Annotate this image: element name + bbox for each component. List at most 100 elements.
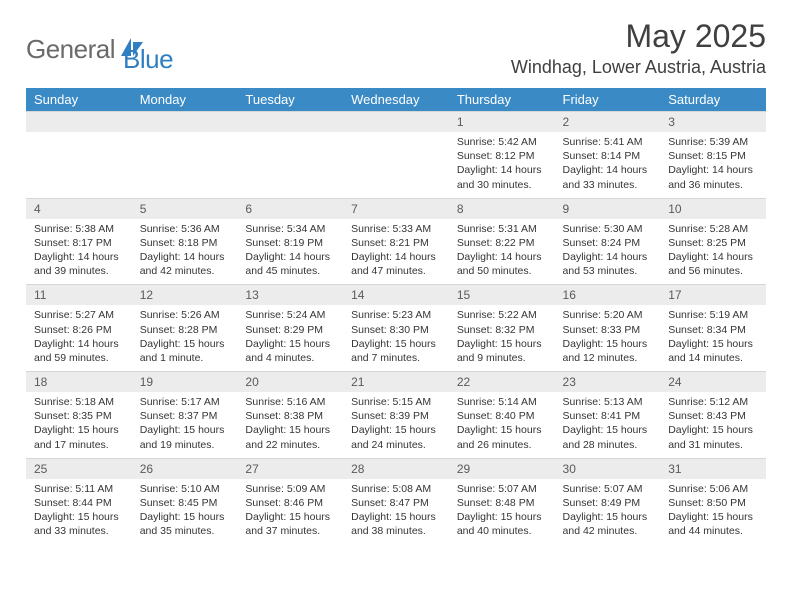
day-number-cell: 8	[449, 198, 555, 219]
day-day2-line: and 53 minutes.	[563, 264, 655, 278]
weekday-header-row: SundayMondayTuesdayWednesdayThursdayFrid…	[26, 88, 766, 112]
day-day2-line: and 30 minutes.	[457, 178, 549, 192]
day-data-cell: Sunrise: 5:17 AMSunset: 8:37 PMDaylight:…	[132, 392, 238, 458]
day-day2-line: and 45 minutes.	[245, 264, 337, 278]
day-day1-line: Daylight: 15 hours	[351, 423, 443, 437]
day-data-cell: Sunrise: 5:16 AMSunset: 8:38 PMDaylight:…	[237, 392, 343, 458]
day-day2-line: and 59 minutes.	[34, 351, 126, 365]
day-sunset-line: Sunset: 8:17 PM	[34, 236, 126, 250]
day-day1-line: Daylight: 15 hours	[457, 423, 549, 437]
day-day2-line: and 39 minutes.	[34, 264, 126, 278]
day-data-cell: Sunrise: 5:24 AMSunset: 8:29 PMDaylight:…	[237, 305, 343, 371]
day-sunrise-line: Sunrise: 5:26 AM	[140, 308, 232, 322]
day-sunset-line: Sunset: 8:35 PM	[34, 409, 126, 423]
day-data-cell: Sunrise: 5:08 AMSunset: 8:47 PMDaylight:…	[343, 479, 449, 545]
day-day2-line: and 33 minutes.	[34, 524, 126, 538]
day-data-cell	[237, 132, 343, 198]
day-sunset-line: Sunset: 8:18 PM	[140, 236, 232, 250]
day-data-cell: Sunrise: 5:07 AMSunset: 8:49 PMDaylight:…	[555, 479, 661, 545]
day-day2-line: and 12 minutes.	[563, 351, 655, 365]
day-day1-line: Daylight: 15 hours	[668, 337, 760, 351]
brand-logo: General Blue	[26, 24, 173, 75]
day-number-cell: 19	[132, 372, 238, 393]
day-sunset-line: Sunset: 8:38 PM	[245, 409, 337, 423]
day-sunset-line: Sunset: 8:40 PM	[457, 409, 549, 423]
day-sunset-line: Sunset: 8:29 PM	[245, 323, 337, 337]
day-day2-line: and 17 minutes.	[34, 438, 126, 452]
day-number-cell: 26	[132, 458, 238, 479]
day-number-cell: 31	[660, 458, 766, 479]
day-data-cell: Sunrise: 5:07 AMSunset: 8:48 PMDaylight:…	[449, 479, 555, 545]
day-data-row: Sunrise: 5:38 AMSunset: 8:17 PMDaylight:…	[26, 219, 766, 285]
day-day2-line: and 22 minutes.	[245, 438, 337, 452]
day-day2-line: and 4 minutes.	[245, 351, 337, 365]
day-day2-line: and 31 minutes.	[668, 438, 760, 452]
day-sunrise-line: Sunrise: 5:14 AM	[457, 395, 549, 409]
day-day2-line: and 26 minutes.	[457, 438, 549, 452]
weekday-header: Thursday	[449, 88, 555, 112]
day-sunset-line: Sunset: 8:21 PM	[351, 236, 443, 250]
day-number-cell	[343, 112, 449, 133]
day-number-cell: 4	[26, 198, 132, 219]
day-sunset-line: Sunset: 8:25 PM	[668, 236, 760, 250]
day-number-cell: 11	[26, 285, 132, 306]
day-sunset-line: Sunset: 8:30 PM	[351, 323, 443, 337]
weekday-header: Wednesday	[343, 88, 449, 112]
day-data-cell: Sunrise: 5:10 AMSunset: 8:45 PMDaylight:…	[132, 479, 238, 545]
day-sunset-line: Sunset: 8:50 PM	[668, 496, 760, 510]
day-number-cell: 18	[26, 372, 132, 393]
day-data-cell: Sunrise: 5:19 AMSunset: 8:34 PMDaylight:…	[660, 305, 766, 371]
day-sunset-line: Sunset: 8:14 PM	[563, 149, 655, 163]
day-day1-line: Daylight: 15 hours	[563, 337, 655, 351]
day-number-cell: 24	[660, 372, 766, 393]
day-day1-line: Daylight: 15 hours	[245, 510, 337, 524]
day-sunrise-line: Sunrise: 5:17 AM	[140, 395, 232, 409]
day-sunset-line: Sunset: 8:47 PM	[351, 496, 443, 510]
day-sunrise-line: Sunrise: 5:10 AM	[140, 482, 232, 496]
day-data-cell: Sunrise: 5:42 AMSunset: 8:12 PMDaylight:…	[449, 132, 555, 198]
day-day2-line: and 47 minutes.	[351, 264, 443, 278]
day-sunrise-line: Sunrise: 5:22 AM	[457, 308, 549, 322]
day-number-cell: 6	[237, 198, 343, 219]
day-day1-line: Daylight: 15 hours	[457, 510, 549, 524]
day-day1-line: Daylight: 15 hours	[140, 337, 232, 351]
day-sunrise-line: Sunrise: 5:34 AM	[245, 222, 337, 236]
day-number-cell: 13	[237, 285, 343, 306]
day-day2-line: and 35 minutes.	[140, 524, 232, 538]
day-sunset-line: Sunset: 8:24 PM	[563, 236, 655, 250]
day-sunset-line: Sunset: 8:12 PM	[457, 149, 549, 163]
day-data-cell: Sunrise: 5:11 AMSunset: 8:44 PMDaylight:…	[26, 479, 132, 545]
day-sunset-line: Sunset: 8:22 PM	[457, 236, 549, 250]
day-sunset-line: Sunset: 8:33 PM	[563, 323, 655, 337]
day-data-cell: Sunrise: 5:39 AMSunset: 8:15 PMDaylight:…	[660, 132, 766, 198]
weekday-header: Monday	[132, 88, 238, 112]
day-day1-line: Daylight: 14 hours	[34, 250, 126, 264]
day-sunrise-line: Sunrise: 5:23 AM	[351, 308, 443, 322]
day-number-cell: 23	[555, 372, 661, 393]
day-sunset-line: Sunset: 8:49 PM	[563, 496, 655, 510]
day-data-cell: Sunrise: 5:09 AMSunset: 8:46 PMDaylight:…	[237, 479, 343, 545]
day-day2-line: and 56 minutes.	[668, 264, 760, 278]
day-number-cell: 29	[449, 458, 555, 479]
day-day1-line: Daylight: 15 hours	[351, 337, 443, 351]
day-number-cell	[132, 112, 238, 133]
day-day1-line: Daylight: 15 hours	[563, 423, 655, 437]
day-data-cell: Sunrise: 5:14 AMSunset: 8:40 PMDaylight:…	[449, 392, 555, 458]
day-day2-line: and 38 minutes.	[351, 524, 443, 538]
calendar-page: General Blue May 2025 Windhag, Lower Aus…	[0, 0, 792, 555]
day-day1-line: Daylight: 15 hours	[668, 423, 760, 437]
day-number-row: 45678910	[26, 198, 766, 219]
day-day1-line: Daylight: 15 hours	[34, 423, 126, 437]
day-sunset-line: Sunset: 8:37 PM	[140, 409, 232, 423]
day-number-cell: 17	[660, 285, 766, 306]
day-day1-line: Daylight: 15 hours	[351, 510, 443, 524]
day-day1-line: Daylight: 14 hours	[457, 163, 549, 177]
day-day1-line: Daylight: 14 hours	[563, 163, 655, 177]
day-data-cell: Sunrise: 5:27 AMSunset: 8:26 PMDaylight:…	[26, 305, 132, 371]
day-day2-line: and 50 minutes.	[457, 264, 549, 278]
day-number-cell: 9	[555, 198, 661, 219]
day-data-cell: Sunrise: 5:06 AMSunset: 8:50 PMDaylight:…	[660, 479, 766, 545]
day-data-cell	[26, 132, 132, 198]
day-sunrise-line: Sunrise: 5:06 AM	[668, 482, 760, 496]
day-data-cell: Sunrise: 5:41 AMSunset: 8:14 PMDaylight:…	[555, 132, 661, 198]
